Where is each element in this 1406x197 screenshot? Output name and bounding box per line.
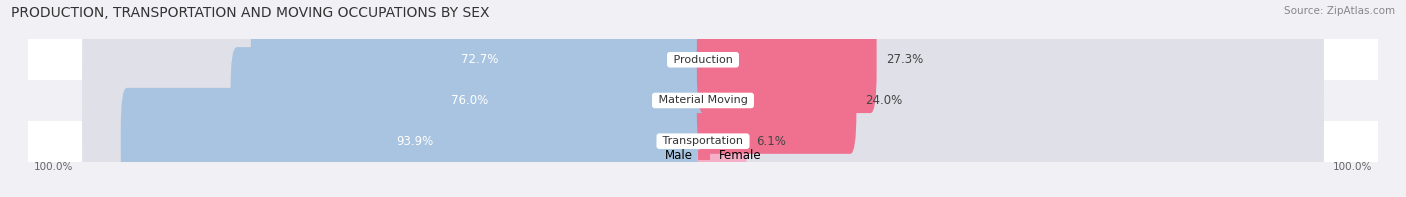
FancyBboxPatch shape — [697, 47, 856, 154]
FancyBboxPatch shape — [82, 80, 1324, 197]
Text: 24.0%: 24.0% — [866, 94, 903, 107]
Text: 27.3%: 27.3% — [886, 53, 924, 66]
Text: Transportation: Transportation — [659, 136, 747, 146]
Text: 100.0%: 100.0% — [1333, 162, 1372, 172]
FancyBboxPatch shape — [121, 88, 709, 194]
FancyBboxPatch shape — [250, 7, 709, 113]
Text: 6.1%: 6.1% — [756, 135, 786, 148]
Text: PRODUCTION, TRANSPORTATION AND MOVING OCCUPATIONS BY SEX: PRODUCTION, TRANSPORTATION AND MOVING OC… — [11, 6, 489, 20]
Text: 93.9%: 93.9% — [396, 135, 433, 148]
Text: 76.0%: 76.0% — [451, 94, 488, 107]
Bar — [28, 121, 1378, 162]
FancyBboxPatch shape — [82, 0, 1324, 121]
FancyBboxPatch shape — [82, 39, 1324, 162]
Text: Production: Production — [669, 55, 737, 65]
Text: 72.7%: 72.7% — [461, 53, 499, 66]
Bar — [28, 39, 1378, 80]
Bar — [28, 80, 1378, 121]
FancyBboxPatch shape — [231, 47, 709, 154]
Text: 100.0%: 100.0% — [34, 162, 73, 172]
Legend: Male, Female: Male, Female — [644, 149, 762, 162]
FancyBboxPatch shape — [697, 7, 876, 113]
FancyBboxPatch shape — [697, 88, 747, 194]
Text: Source: ZipAtlas.com: Source: ZipAtlas.com — [1284, 6, 1395, 16]
Text: Material Moving: Material Moving — [655, 96, 751, 105]
